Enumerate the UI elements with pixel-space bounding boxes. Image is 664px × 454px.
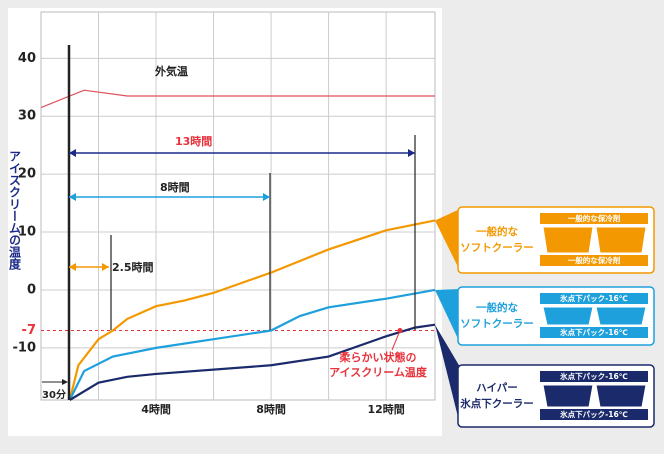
plot-frame [40,11,436,401]
chart-background [8,8,442,436]
pack-top [540,371,648,382]
cup [595,306,647,326]
series-line [40,89,435,109]
pack-label: 氷点下パック-16℃ [560,371,628,381]
y-tick-label: -10 [13,340,37,355]
threshold-label: -7 [22,323,36,338]
cup [595,384,647,408]
annotation: アイスクリーム温度 [329,365,428,379]
x-tick-label: 12時間 [367,402,404,416]
panel-label: 一般的な [476,301,518,314]
pack-label: 氷点下パック-16℃ [560,409,628,419]
connector [435,324,460,425]
x-tick-label: 8時間 [256,402,286,416]
y-tick-label: 0 [27,282,36,297]
series-line [68,219,436,401]
cup [542,384,594,408]
pack-label: 一般的な保冷剤 [568,213,621,223]
arrow-head [69,149,76,157]
pack-top [540,213,648,224]
x-tick-label: 4時間 [141,402,171,416]
panel-label: ソフトクーラー [460,242,534,254]
pack-bottom [540,255,648,266]
annotation: 13時間 [175,134,212,148]
series-label: 外気温 [154,64,188,78]
pack-top [540,293,648,304]
panel-label: ソフトクーラー [460,318,534,330]
connector [435,289,460,343]
pack-bottom [540,327,648,338]
connector [435,209,460,271]
series-line [68,288,436,401]
arrow-head [263,193,270,201]
panel-label: 氷点下クーラー [459,397,534,410]
pack-label: 氷点下パック-16℃ [560,293,628,303]
y-tick-label: 20 [18,167,36,182]
annotation: 柔らかい状態の [339,350,417,364]
pack-label: 一般的な保冷剤 [568,255,621,265]
annotation: 2.5時間 [112,260,154,274]
arrow-head [69,263,76,271]
cup [595,226,647,254]
leader [391,330,401,351]
cup [542,306,594,326]
annotation: 30分 [42,388,66,401]
panel-label: 一般的な [476,225,518,238]
y-axis-label: アイスクリームの温度 [8,150,22,271]
series-line [69,323,436,401]
pack-bottom [540,409,648,420]
arrow-head [69,193,76,201]
y-tick-label: 30 [18,109,36,124]
y-tick-label: 40 [18,51,36,66]
pack-label: 氷点下パック-16℃ [560,327,628,337]
arrow-head [102,263,109,271]
y-tick-label: 10 [18,225,36,240]
arrow-head [408,149,415,157]
arrow-head [62,379,68,385]
annotation: 8時間 [160,180,190,194]
cup [542,226,594,254]
panel-label: ハイパー [476,382,518,394]
